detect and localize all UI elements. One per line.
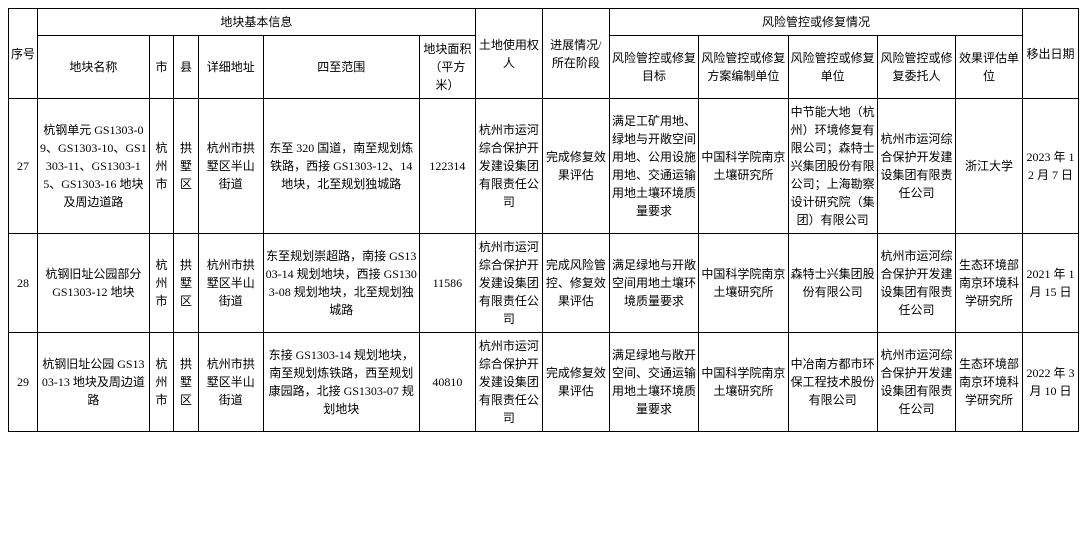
cell-eval-unit: 生态环境部南京环境科学研究所 xyxy=(956,333,1023,432)
cell-county: 拱墅区 xyxy=(174,234,199,333)
col-name: 地块名称 xyxy=(38,36,150,99)
col-city: 市 xyxy=(149,36,174,99)
col-seq: 序号 xyxy=(9,9,38,99)
cell-stage: 完成修复效果评估 xyxy=(542,99,609,234)
cell-remove-date: 2021 年 1 月 15 日 xyxy=(1023,234,1079,333)
table-row: 28 杭钢旧址公园部分 GS1303-12 地块 杭州市 拱墅区 杭州市拱墅区半… xyxy=(9,234,1079,333)
col-target: 风险管控或修复目标 xyxy=(609,36,698,99)
cell-area: 11586 xyxy=(419,234,475,333)
cell-stage: 完成修复效果评估 xyxy=(542,333,609,432)
col-bound: 四至范围 xyxy=(263,36,419,99)
cell-target: 满足绿地与敞开空间、交通运输用地土壤环境质量要求 xyxy=(609,333,698,432)
group-risk: 风险管控或修复情况 xyxy=(609,9,1022,36)
cell-owner: 杭州市运河综合保护开发建设集团有限责任公司 xyxy=(475,333,542,432)
col-plan-unit: 风险管控或修复方案编制单位 xyxy=(699,36,788,99)
cell-addr: 杭州市拱墅区半山街道 xyxy=(198,234,263,333)
cell-addr: 杭州市拱墅区半山街道 xyxy=(198,99,263,234)
cell-trustee: 杭州市运河综合保护开发建设集团有限责任公司 xyxy=(877,99,955,234)
cell-city: 杭州市 xyxy=(149,234,174,333)
cell-eval-unit: 浙江大学 xyxy=(956,99,1023,234)
col-remed-unit: 风险管控或修复单位 xyxy=(788,36,877,99)
cell-remove-date: 2022 年 3 月 10 日 xyxy=(1023,333,1079,432)
cell-eval-unit: 生态环境部南京环境科学研究所 xyxy=(956,234,1023,333)
cell-county: 拱墅区 xyxy=(174,99,199,234)
cell-remove-date: 2023 年 12 月 7 日 xyxy=(1023,99,1079,234)
cell-remed-unit: 森特士兴集团股份有限公司 xyxy=(788,234,877,333)
col-eval-unit: 效果评估单位 xyxy=(956,36,1023,99)
col-county: 县 xyxy=(174,36,199,99)
cell-area: 40810 xyxy=(419,333,475,432)
cell-city: 杭州市 xyxy=(149,333,174,432)
cell-bound: 东接 GS1303-14 规划地块，南至规划炼铁路，西至规划康园路，北接 GS1… xyxy=(263,333,419,432)
col-owner: 土地使用权人 xyxy=(475,9,542,99)
cell-owner: 杭州市运河综合保护开发建设集团有限责任公司 xyxy=(475,234,542,333)
cell-bound: 东至 320 国道，南至规划炼铁路，西接 GS1303-12、14 地块，北至规… xyxy=(263,99,419,234)
table-body: 27 杭钢单元 GS1303-09、GS1303-10、GS1303-11、GS… xyxy=(9,99,1079,432)
cell-seq: 27 xyxy=(9,99,38,234)
col-trustee: 风险管控或修复委托人 xyxy=(877,36,955,99)
cell-target: 满足工矿用地、绿地与开敞空间用地、公用设施用地、交通运输用地土壤环境质量要求 xyxy=(609,99,698,234)
cell-stage: 完成风险管控、修复效果评估 xyxy=(542,234,609,333)
cell-county: 拱墅区 xyxy=(174,333,199,432)
table-row: 29 杭钢旧址公园 GS1303-13 地块及周边道路 杭州市 拱墅区 杭州市拱… xyxy=(9,333,1079,432)
col-area: 地块面积（平方米） xyxy=(419,36,475,99)
cell-addr: 杭州市拱墅区半山街道 xyxy=(198,333,263,432)
cell-plan-unit: 中国科学院南京土壤研究所 xyxy=(699,234,788,333)
cell-remed-unit: 中节能大地（杭州）环境修复有限公司；森特士兴集团股份有限公司；上海勘察设计研究院… xyxy=(788,99,877,234)
cell-target: 满足绿地与开敞空间用地土壤环境质量要求 xyxy=(609,234,698,333)
header-group-row: 序号 地块基本信息 土地使用权人 进展情况/所在阶段 风险管控或修复情况 移出日… xyxy=(9,9,1079,36)
col-stage: 进展情况/所在阶段 xyxy=(542,9,609,99)
cell-name: 杭钢旧址公园 GS1303-13 地块及周边道路 xyxy=(38,333,150,432)
cell-remed-unit: 中冶南方都市环保工程技术股份有限公司 xyxy=(788,333,877,432)
cell-seq: 28 xyxy=(9,234,38,333)
table-row: 27 杭钢单元 GS1303-09、GS1303-10、GS1303-11、GS… xyxy=(9,99,1079,234)
cell-area: 122314 xyxy=(419,99,475,234)
col-remove-date: 移出日期 xyxy=(1023,9,1079,99)
cell-owner: 杭州市运河综合保护开发建设集团有限责任公司 xyxy=(475,99,542,234)
cell-bound: 东至规划崇超路，南接 GS1303-14 规划地块，西接 GS1303-08 规… xyxy=(263,234,419,333)
cell-city: 杭州市 xyxy=(149,99,174,234)
cell-trustee: 杭州市运河综合保护开发建设集团有限责任公司 xyxy=(877,333,955,432)
cell-plan-unit: 中国科学院南京土壤研究所 xyxy=(699,99,788,234)
cell-seq: 29 xyxy=(9,333,38,432)
cell-plan-unit: 中国科学院南京土壤研究所 xyxy=(699,333,788,432)
land-info-table: 序号 地块基本信息 土地使用权人 进展情况/所在阶段 风险管控或修复情况 移出日… xyxy=(8,8,1079,432)
cell-name: 杭钢单元 GS1303-09、GS1303-10、GS1303-11、GS130… xyxy=(38,99,150,234)
group-basic: 地块基本信息 xyxy=(38,9,476,36)
cell-name: 杭钢旧址公园部分 GS1303-12 地块 xyxy=(38,234,150,333)
col-addr: 详细地址 xyxy=(198,36,263,99)
cell-trustee: 杭州市运河综合保护开发建设集团有限责任公司 xyxy=(877,234,955,333)
